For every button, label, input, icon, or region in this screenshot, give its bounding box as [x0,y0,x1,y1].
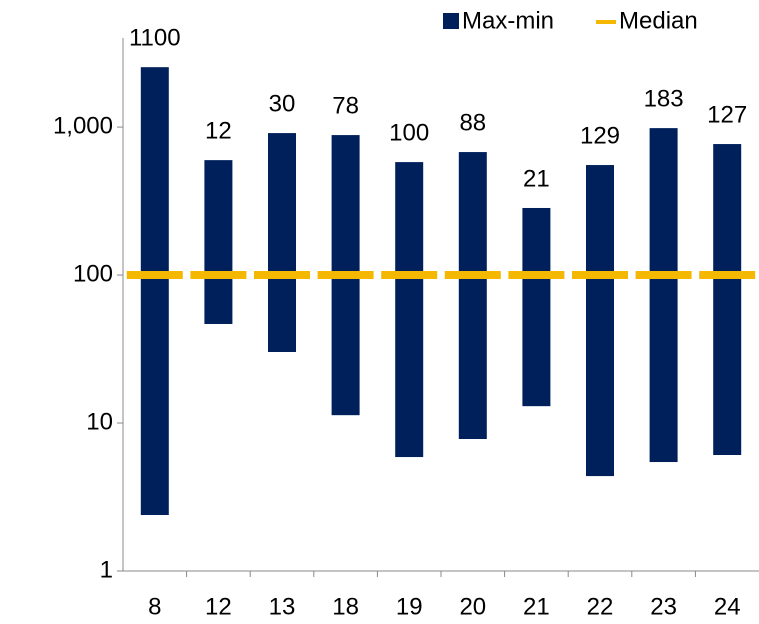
bar [649,128,678,463]
bar-label: 12 [205,117,232,144]
bar-label: 129 [580,122,620,149]
y-tick-label: 100 [73,260,113,287]
x-tick-label: 23 [650,593,677,620]
bar [522,207,551,407]
legend-swatch [443,13,459,29]
x-tick-label: 8 [148,593,161,620]
bar-label: 88 [459,109,486,136]
x-tick-label: 13 [269,593,296,620]
x-tick-label: 18 [332,593,359,620]
x-tick-label: 21 [523,593,550,620]
bar [458,152,487,439]
bar [204,160,233,324]
legend-label: Max-min [462,7,554,34]
y-tick-label: 1,000 [53,112,113,139]
bar [713,144,742,456]
y-tick-label: 1 [100,556,113,583]
bar-label: 30 [269,90,296,117]
bar [586,165,614,477]
bar-label: 100 [389,119,429,146]
bar-label: 1100 [129,25,181,52]
x-tick-label: 24 [714,593,741,620]
bar-label: 183 [644,85,684,112]
bar-label: 78 [332,92,359,119]
bar [395,162,424,458]
x-tick-label: 20 [459,593,486,620]
x-tick-label: 22 [587,593,614,620]
bar-label: 127 [707,101,747,128]
x-tick-label: 12 [205,593,232,620]
y-tick-label: 10 [86,408,113,435]
legend-label: Median [619,7,698,34]
bar [268,133,296,353]
bar-label: 21 [523,165,550,192]
x-tick-label: 19 [396,593,423,620]
bar [140,67,169,516]
